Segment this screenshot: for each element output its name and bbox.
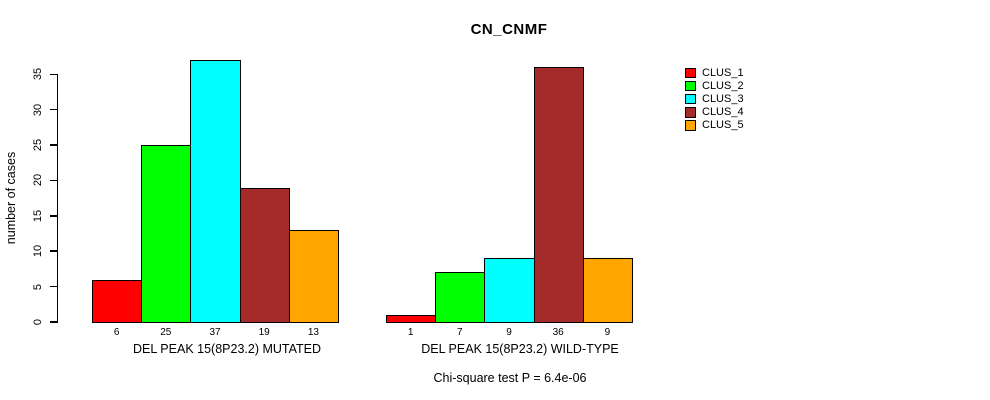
legend-swatch-clus_5 — [685, 120, 696, 131]
bar-value-label: 36 — [552, 327, 564, 338]
bar-wildtype-clus_3 — [484, 258, 535, 323]
y-tick-mark — [50, 285, 57, 288]
bar-mutated-clus_2 — [141, 145, 192, 323]
legend-label-clus_4: CLUS_4 — [702, 106, 744, 119]
y-tick-label: 5 — [32, 283, 44, 290]
chart-title: CN_CNMF — [470, 21, 548, 38]
bar-mutated-clus_5 — [288, 229, 339, 323]
x-axis-label-mutated: DEL PEAK 15(8P23.2) MUTATED — [132, 342, 322, 356]
bar-value-label: 9 — [506, 327, 512, 338]
bar-value-label: 7 — [457, 327, 463, 338]
y-tick-label: 35 — [32, 68, 44, 81]
y-tick-mark — [50, 144, 57, 146]
y-tick-mark — [50, 179, 57, 182]
legend-label-clus_2: CLUS_2 — [702, 79, 744, 92]
y-tick-mark — [50, 321, 57, 323]
legend-label-clus_5: CLUS_5 — [702, 119, 744, 132]
y-tick-label: 0 — [32, 318, 44, 326]
y-tick-label: 25 — [32, 138, 44, 152]
legend-label-clus_3: CLUS_3 — [702, 92, 744, 105]
bar-mutated-clus_4 — [239, 187, 290, 323]
bar-wildtype-clus_5 — [582, 258, 633, 323]
bar-wildtype-clus_2 — [435, 272, 486, 323]
legend-swatch-clus_4 — [685, 107, 696, 118]
bar-value-label: 1 — [407, 327, 414, 338]
legend-swatch-clus_1 — [685, 67, 696, 78]
y-axis-line — [56, 74, 58, 323]
y-tick-label: 15 — [32, 209, 44, 222]
bar-wildtype-clus_1 — [386, 314, 437, 323]
bar-mutated-clus_1 — [92, 279, 143, 323]
legend-swatch-clus_2 — [685, 80, 696, 92]
x-axis-label-wildtype: DEL PEAK 15(8P23.2) WILD-TYPE — [421, 342, 619, 356]
y-tick-mark — [50, 73, 57, 76]
bar-value-label: 6 — [113, 327, 120, 338]
y-tick-label: 10 — [32, 245, 44, 258]
y-tick-label: 30 — [32, 103, 44, 116]
y-tick-mark — [50, 108, 57, 111]
bar-value-label: 9 — [604, 327, 611, 338]
bar-mutated-clus_3 — [190, 60, 241, 323]
y-tick-label: 20 — [32, 174, 44, 187]
y-tick-mark — [50, 215, 57, 217]
y-axis-label: number of cases — [4, 151, 18, 245]
bar-wildtype-clus_4 — [533, 67, 584, 323]
chi-square-note: Chi-square test P = 6.4e-06 — [433, 371, 587, 385]
bar-value-label: 25 — [160, 327, 172, 338]
legend-swatch-clus_3 — [685, 93, 696, 105]
bar-value-label: 37 — [209, 327, 221, 338]
bar-value-label: 19 — [258, 327, 270, 338]
bar-value-label: 13 — [307, 327, 319, 338]
legend-label-clus_1: CLUS_1 — [702, 66, 744, 79]
y-tick-mark — [50, 250, 57, 252]
